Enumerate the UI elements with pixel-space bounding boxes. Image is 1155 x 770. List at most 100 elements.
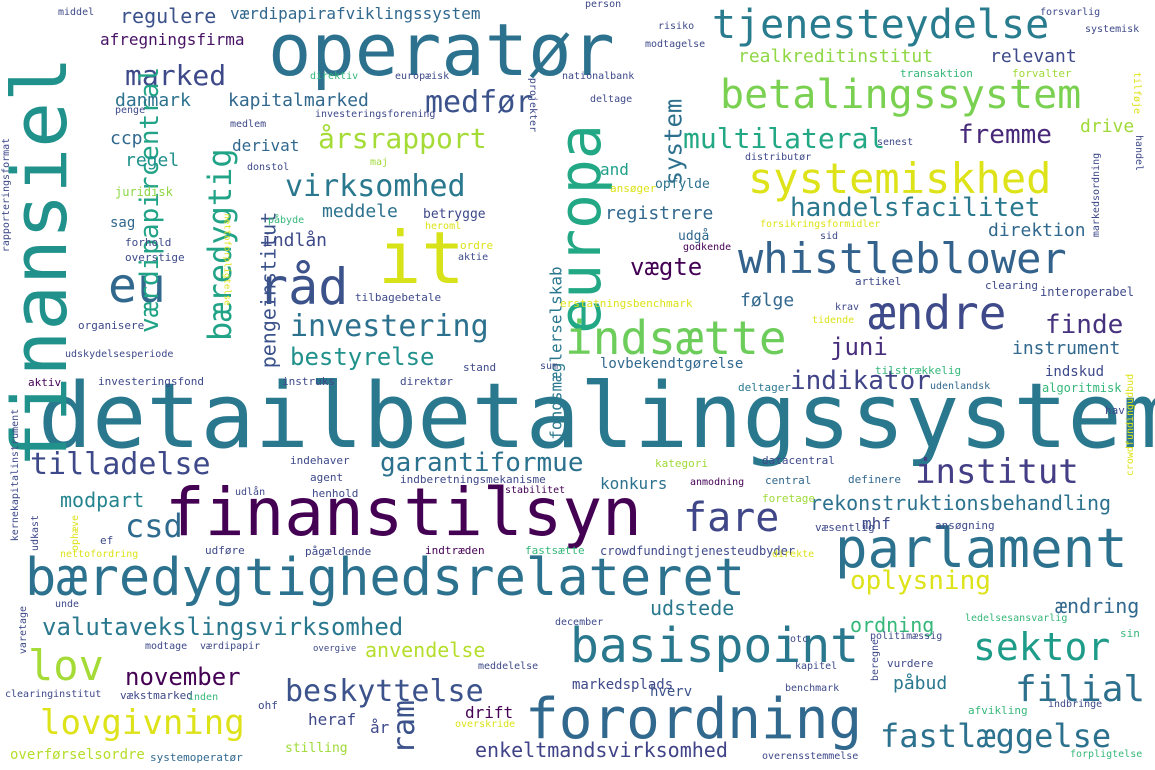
word: hav — [1105, 404, 1125, 417]
word: pågældende — [305, 545, 372, 558]
word: meddelelse — [478, 661, 539, 672]
word: central — [765, 474, 812, 487]
word: ordre — [460, 239, 494, 252]
word: virksomhed — [285, 169, 466, 204]
word: stilling — [285, 741, 348, 756]
word: indsætte — [565, 311, 787, 365]
word: markedsplads — [572, 677, 674, 693]
word: europæisk — [395, 71, 450, 82]
word: kategori — [655, 457, 708, 470]
word: stabilitet — [505, 485, 566, 496]
word: følge — [740, 290, 795, 311]
word: realkreditinstitut — [738, 46, 934, 67]
word: betalingssystem — [720, 72, 1082, 118]
word: operatør — [268, 8, 615, 92]
word: investeringsfond — [98, 375, 204, 388]
word: ordning — [850, 613, 935, 637]
word: bæredygtighedsrelateret — [25, 548, 746, 608]
word: nationalbank — [562, 71, 635, 82]
word: unde — [55, 599, 80, 610]
word: artikel — [855, 275, 902, 288]
word: direkte — [772, 549, 815, 560]
word: udlån — [235, 487, 266, 498]
word: kernekapitalinstrument — [10, 408, 22, 542]
word: påbud — [893, 673, 948, 694]
word: år — [370, 718, 390, 737]
word: instruks — [282, 375, 335, 388]
word: marked — [125, 59, 227, 92]
word: datacentral — [762, 454, 835, 467]
word: eu — [108, 258, 166, 314]
word: finde — [1045, 310, 1124, 340]
word: vækstmarked — [120, 689, 193, 702]
word: sid — [820, 231, 839, 242]
word: middel — [58, 7, 95, 18]
word: valutavekslingsvirksomhed — [42, 613, 404, 641]
word: enkeltmandsvirksomhed — [475, 738, 728, 762]
word: beregne — [870, 638, 882, 682]
word: tjenesteydelse — [712, 2, 1050, 48]
word: ram — [387, 699, 423, 755]
word: indlån — [262, 230, 328, 251]
word: clearing — [985, 279, 1038, 292]
word: udstede — [650, 596, 735, 620]
word: fastlæggelse — [880, 717, 1112, 755]
word: anvendelse — [365, 638, 486, 662]
word: csd — [125, 507, 183, 545]
word: heroml — [425, 221, 462, 232]
word: overstige — [125, 251, 185, 264]
word: fare — [683, 495, 780, 541]
word: aktie — [458, 252, 489, 263]
word: lov — [28, 641, 104, 690]
word: deltage — [590, 94, 633, 105]
word: sin — [1120, 627, 1140, 640]
word: interoperabel — [1040, 285, 1134, 299]
word: markedsordning — [1091, 152, 1103, 238]
word: tilladelse — [30, 447, 211, 482]
word: medlem — [230, 119, 267, 130]
word: otc — [790, 634, 809, 645]
word: hverv — [650, 684, 693, 700]
word: afregningsfirma — [100, 30, 245, 49]
word: tilstrækkelig — [875, 364, 962, 377]
word: definere — [848, 473, 901, 486]
word: overførselsordre — [10, 747, 145, 763]
word: distributør — [745, 152, 812, 163]
word: tilbagebetale — [355, 291, 442, 304]
word: person — [585, 0, 622, 10]
word: værdipapirafviklingssystem — [230, 4, 481, 23]
word: december — [555, 617, 604, 628]
word: juni — [830, 333, 888, 361]
word: konkurs — [600, 474, 668, 493]
word: meddele — [322, 201, 398, 222]
word: opfylde — [655, 177, 710, 192]
word: ophæve — [70, 514, 82, 552]
word: direktør — [400, 375, 453, 388]
word: fremme — [958, 120, 1052, 150]
word: transaktion — [900, 67, 973, 80]
word: forsikringsformidler — [760, 219, 881, 230]
word: aktiv — [28, 376, 62, 389]
word: årsrapport — [318, 122, 487, 155]
word: heraf — [308, 710, 357, 729]
word: crowdfundingudbud — [1125, 373, 1137, 477]
word: henhold — [312, 487, 359, 500]
word: indskud — [1045, 364, 1105, 380]
word: relevant — [990, 46, 1077, 67]
word: oplysning — [850, 566, 991, 596]
word: finanstilsyn — [165, 474, 642, 551]
word: derivat — [232, 136, 300, 155]
word: beskyttelse — [285, 674, 484, 709]
word: ef — [100, 534, 114, 547]
word: instrument — [1012, 338, 1121, 359]
word: forhold — [125, 236, 172, 249]
word: medfør — [425, 85, 534, 120]
word: varetage — [18, 605, 30, 655]
word: indberetningsmekanisme — [400, 473, 546, 486]
word: direktiv — [310, 71, 359, 82]
word: filial — [1015, 669, 1146, 710]
word: registrere — [605, 203, 714, 224]
word: systemoperatør — [150, 751, 243, 764]
word: råd — [258, 258, 349, 316]
word: basispoint — [570, 618, 859, 674]
